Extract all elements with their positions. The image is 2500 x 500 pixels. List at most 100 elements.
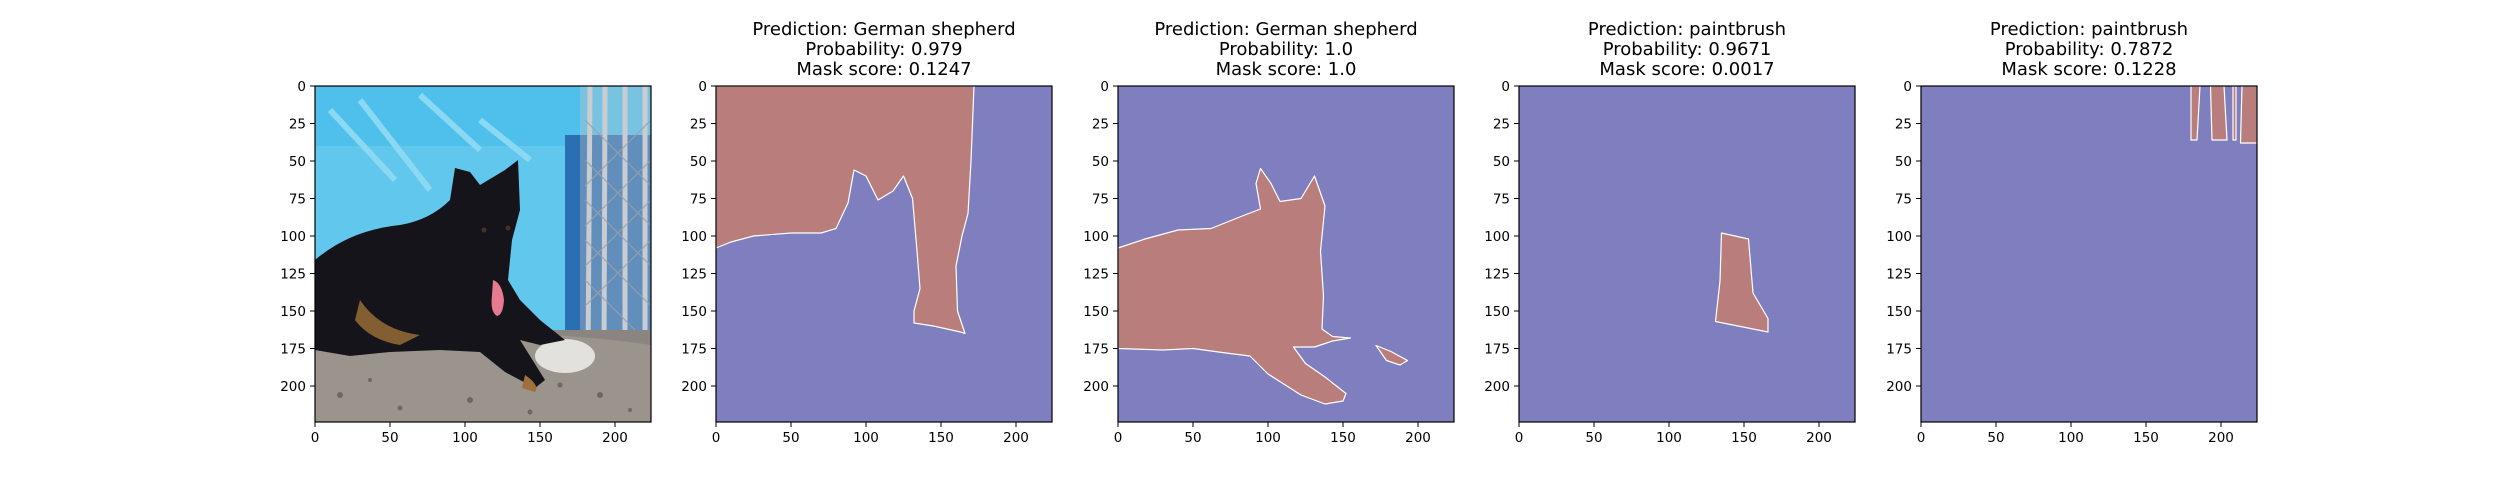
- x-tick-label: 200: [1003, 430, 1029, 446]
- mask-region: [2209, 85, 2228, 141]
- x-tick-label: 100: [2058, 430, 2084, 446]
- mask-region: [2239, 85, 2258, 144]
- y-tick-label: 50: [289, 154, 306, 170]
- y-tick-label: 100: [1083, 229, 1109, 245]
- x-tick-label: 100: [1656, 430, 1682, 446]
- axes-frame: [715, 85, 1053, 423]
- y-tick-label: 200: [1083, 379, 1109, 395]
- x-tick-label: 150: [2133, 430, 2159, 446]
- y-tick-label: 25: [1493, 117, 1510, 133]
- x-tick-label: 0: [311, 430, 320, 446]
- panel-title-line: Probability: 0.9671: [1603, 39, 1772, 60]
- y-tick-label: 75: [1895, 192, 1912, 208]
- x-tick-label: 0: [712, 430, 721, 446]
- y-tick-label: 175: [1083, 342, 1109, 358]
- y-tick-label: 75: [289, 192, 306, 208]
- y-tick-label: 0: [698, 79, 707, 95]
- y-tick-label: 0: [1903, 79, 1912, 95]
- y-tick-label: 0: [1100, 79, 1109, 95]
- panel-title-line: Mask score: 0.1247: [796, 59, 971, 80]
- mask-region: [1375, 344, 1409, 366]
- axes-frame: [1518, 85, 1856, 423]
- x-tick-label: 50: [1585, 430, 1602, 446]
- panel-title-line: Mask score: 1.0: [1216, 59, 1357, 80]
- y-tick-label: 50: [1895, 154, 1912, 170]
- y-tick-label: 25: [289, 117, 306, 133]
- mask-region: [1714, 232, 1769, 333]
- y-tick-label: 125: [280, 267, 306, 283]
- panel-title-line: Probability: 0.7872: [2005, 39, 2174, 60]
- axes-frame: [1117, 85, 1455, 423]
- mask-region: [1117, 167, 1352, 405]
- y-tick-label: 150: [280, 304, 306, 320]
- y-tick-label: 200: [1886, 379, 1912, 395]
- y-tick-label: 50: [1493, 154, 1510, 170]
- y-tick-label: 150: [681, 304, 707, 320]
- y-tick-label: 125: [681, 267, 707, 283]
- y-tick-label: 200: [1484, 379, 1510, 395]
- x-tick-label: 100: [1255, 430, 1281, 446]
- x-tick-label: 0: [1515, 430, 1524, 446]
- panel-title-line: Prediction: German shepherd: [752, 19, 1015, 40]
- panel-title-line: Probability: 0.979: [805, 39, 962, 60]
- panel-title-line: Prediction: German shepherd: [1154, 19, 1417, 40]
- y-tick-label: 175: [1484, 342, 1510, 358]
- panel-mask-3: 0 50 100 150 200 0 25 50 75 100 125 150 175 200 Predic…: [1484, 19, 1856, 446]
- x-tick-label: 150: [1731, 430, 1757, 446]
- x-tick-label: 150: [928, 430, 954, 446]
- y-tick-label: 100: [1484, 229, 1510, 245]
- x-tick-label: 200: [1806, 430, 1832, 446]
- mask-background: [1519, 86, 1855, 422]
- mask-region: [2232, 85, 2237, 141]
- x-tick-label: 100: [853, 430, 879, 446]
- mask-region: [715, 85, 975, 335]
- y-tick-label: 0: [1501, 79, 1510, 95]
- x-tick-label: 0: [1917, 430, 1926, 446]
- y-tick-label: 125: [1484, 267, 1510, 283]
- y-tick-label: 150: [1083, 304, 1109, 320]
- y-tick-label: 125: [1083, 267, 1109, 283]
- panel-photo: 0 50 100 150 200 0 25 50 75 100 125 150 175 200: [280, 79, 652, 446]
- panel-mask-4: 0 50 100 150 200 0 25 50 75 100 125 150 175 200 Predic…: [1886, 19, 2258, 446]
- x-tick-label: 50: [1184, 430, 1201, 446]
- y-tick-label: 75: [1493, 192, 1510, 208]
- y-tick-label: 150: [1886, 304, 1912, 320]
- x-tick-label: 50: [1987, 430, 2004, 446]
- mask-background: [1921, 86, 2257, 422]
- panel-title-line: Probability: 1.0: [1219, 39, 1353, 60]
- y-tick-label: 75: [1092, 192, 1109, 208]
- y-tick-label: 175: [1886, 342, 1912, 358]
- y-tick-label: 25: [1092, 117, 1109, 133]
- y-tick-label: 100: [1886, 229, 1912, 245]
- y-tick-label: 200: [280, 379, 306, 395]
- y-tick-label: 175: [280, 342, 306, 358]
- x-tick-label: 50: [381, 430, 398, 446]
- y-tick-label: 125: [1886, 267, 1912, 283]
- y-tick-label: 175: [681, 342, 707, 358]
- axes-frame: [1920, 85, 2258, 423]
- y-tick-label: 50: [690, 154, 707, 170]
- dog-photo-image: [315, 86, 651, 422]
- y-tick-label: 50: [1092, 154, 1109, 170]
- x-tick-label: 200: [1405, 430, 1431, 446]
- y-tick-label: 0: [297, 79, 306, 95]
- y-tick-label: 75: [690, 192, 707, 208]
- y-tick-label: 100: [681, 229, 707, 245]
- y-tick-label: 150: [1484, 304, 1510, 320]
- x-tick-label: 50: [782, 430, 799, 446]
- x-tick-label: 100: [452, 430, 478, 446]
- y-tick-label: 25: [690, 117, 707, 133]
- fence-icon: [585, 86, 648, 361]
- panel-mask-1: 0 50 100 150 200 0 25 50 75 100 125 150 175 200 Predic…: [681, 19, 1053, 446]
- y-tick-label: 25: [1895, 117, 1912, 133]
- x-tick-label: 150: [527, 430, 553, 446]
- y-tick-label: 200: [681, 379, 707, 395]
- x-tick-label: 0: [1114, 430, 1123, 446]
- tongue-icon: [491, 280, 504, 316]
- axes-frame: [314, 85, 652, 423]
- panel-title-line: Prediction: paintbrush: [1990, 19, 2188, 40]
- x-tick-label: 150: [1330, 430, 1356, 446]
- panel-title-line: Mask score: 0.0017: [1599, 59, 1774, 80]
- panel-title-line: Prediction: paintbrush: [1588, 19, 1786, 40]
